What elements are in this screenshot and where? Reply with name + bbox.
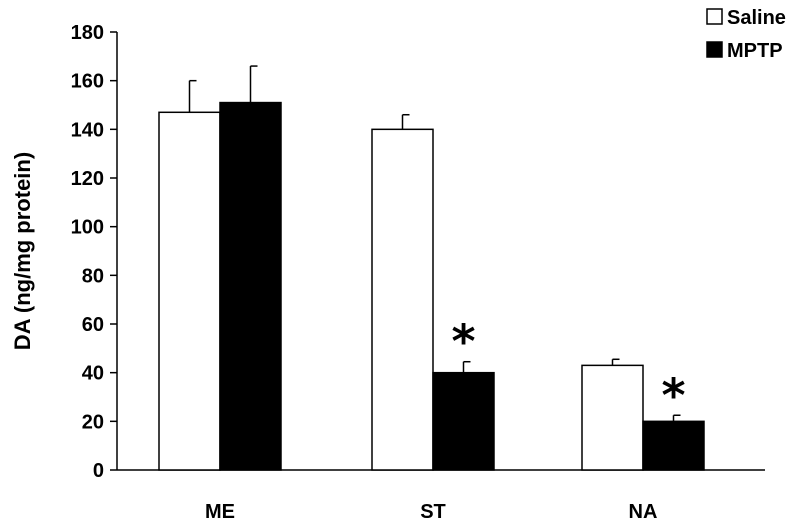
x-tick-label: NA xyxy=(629,501,658,523)
y-tick-label: 0 xyxy=(93,460,104,482)
y-tick-label: 160 xyxy=(71,71,104,93)
y-axis-ticks: 0 20 40 60 80 100 120 140 160 180 xyxy=(71,22,117,482)
bar-mptp-na xyxy=(642,420,705,471)
y-axis-label: DA (ng/mg protein) xyxy=(10,152,35,350)
y-tick-label: 60 xyxy=(82,314,104,336)
significance-star: * xyxy=(451,315,475,369)
y-tick-label: 40 xyxy=(82,363,104,385)
y-tick-label: 100 xyxy=(71,217,104,239)
bar-mptp-me xyxy=(219,101,282,471)
legend-swatch-saline xyxy=(706,8,723,25)
significance-marks: ** xyxy=(451,315,685,423)
legend-label-mptp: MPTP xyxy=(727,40,783,62)
bar-saline-st xyxy=(371,128,434,471)
category-labels: ME ST NA xyxy=(205,501,657,523)
y-tick-label: 80 xyxy=(82,265,104,287)
x-tick-label: ME xyxy=(205,501,235,523)
legend: Saline MPTP xyxy=(706,7,786,62)
error-bars xyxy=(188,65,681,422)
significance-star: * xyxy=(661,368,685,422)
legend-label-saline: Saline xyxy=(727,7,786,29)
legend-swatch-mptp xyxy=(706,41,723,58)
y-tick-label: 20 xyxy=(82,411,104,433)
y-tick-label: 120 xyxy=(71,168,104,190)
y-tick-label: 180 xyxy=(71,22,104,44)
x-tick-label: ST xyxy=(420,501,446,523)
bar-mptp-st xyxy=(432,371,495,471)
y-tick-label: 140 xyxy=(71,119,104,141)
bar-saline-na xyxy=(581,364,644,471)
bars xyxy=(158,101,705,471)
bar-saline-me xyxy=(158,111,221,471)
